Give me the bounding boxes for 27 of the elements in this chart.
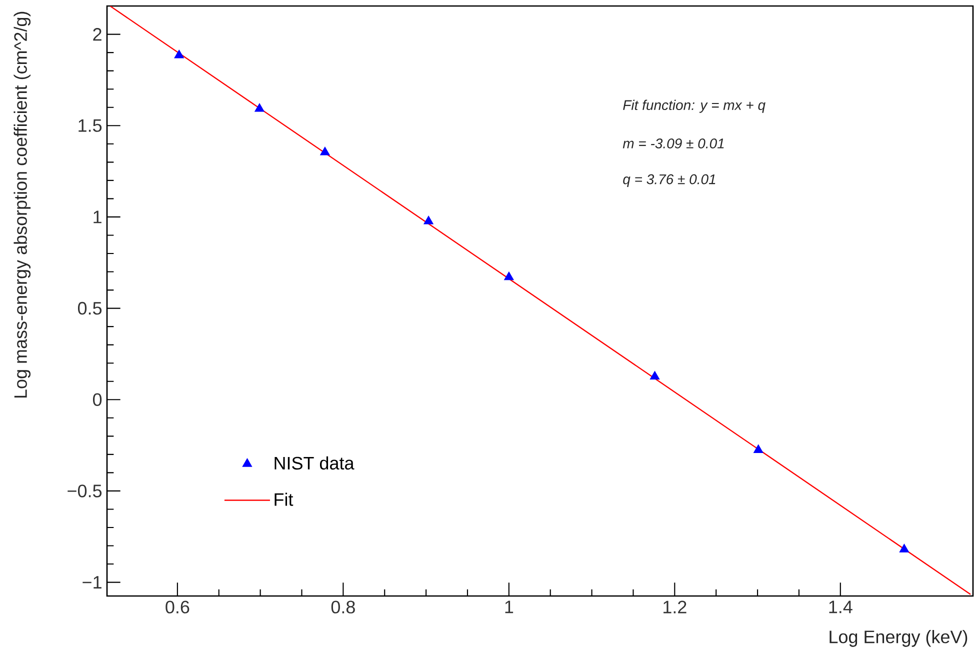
y-tick-label: −1 — [82, 576, 102, 588]
y-tick-label: 1 — [94, 210, 102, 224]
y-tick-label: 1.5 — [78, 119, 102, 132]
y-tick-label: 2 — [93, 28, 102, 41]
annotation: q = 3.76 ± 0.01 — [623, 174, 716, 187]
point — [899, 544, 910, 552]
point — [174, 50, 184, 58]
legend-label: Fit — [274, 492, 294, 506]
x-tick-label: 0.6 — [166, 600, 190, 614]
point — [320, 146, 330, 156]
point — [650, 371, 660, 380]
annotation: m = -3.09 ± 0.01 — [622, 138, 724, 148]
point — [504, 272, 514, 280]
x-tick-label: 0.8 — [331, 600, 355, 614]
y-axis-title: Log mass-energy absorption coefficient (cm^2/g) — [14, 12, 31, 398]
point — [753, 444, 764, 453]
annotation: Fit function: y = mx + q — [623, 100, 766, 113]
x-tick-label: 1.2 — [664, 600, 686, 614]
point — [424, 216, 434, 224]
y-tick-label: −0.5 — [68, 484, 102, 498]
x-axis-title: Log Energy (keV) — [830, 630, 968, 647]
legend-label: NIST data — [274, 456, 354, 470]
x-tick-label: 1.4 — [829, 600, 852, 614]
x-tick-label: 1 — [505, 600, 514, 614]
y-tick-label: 0.5 — [78, 302, 102, 315]
y-tick-label: 0 — [92, 393, 102, 406]
point — [254, 103, 264, 112]
